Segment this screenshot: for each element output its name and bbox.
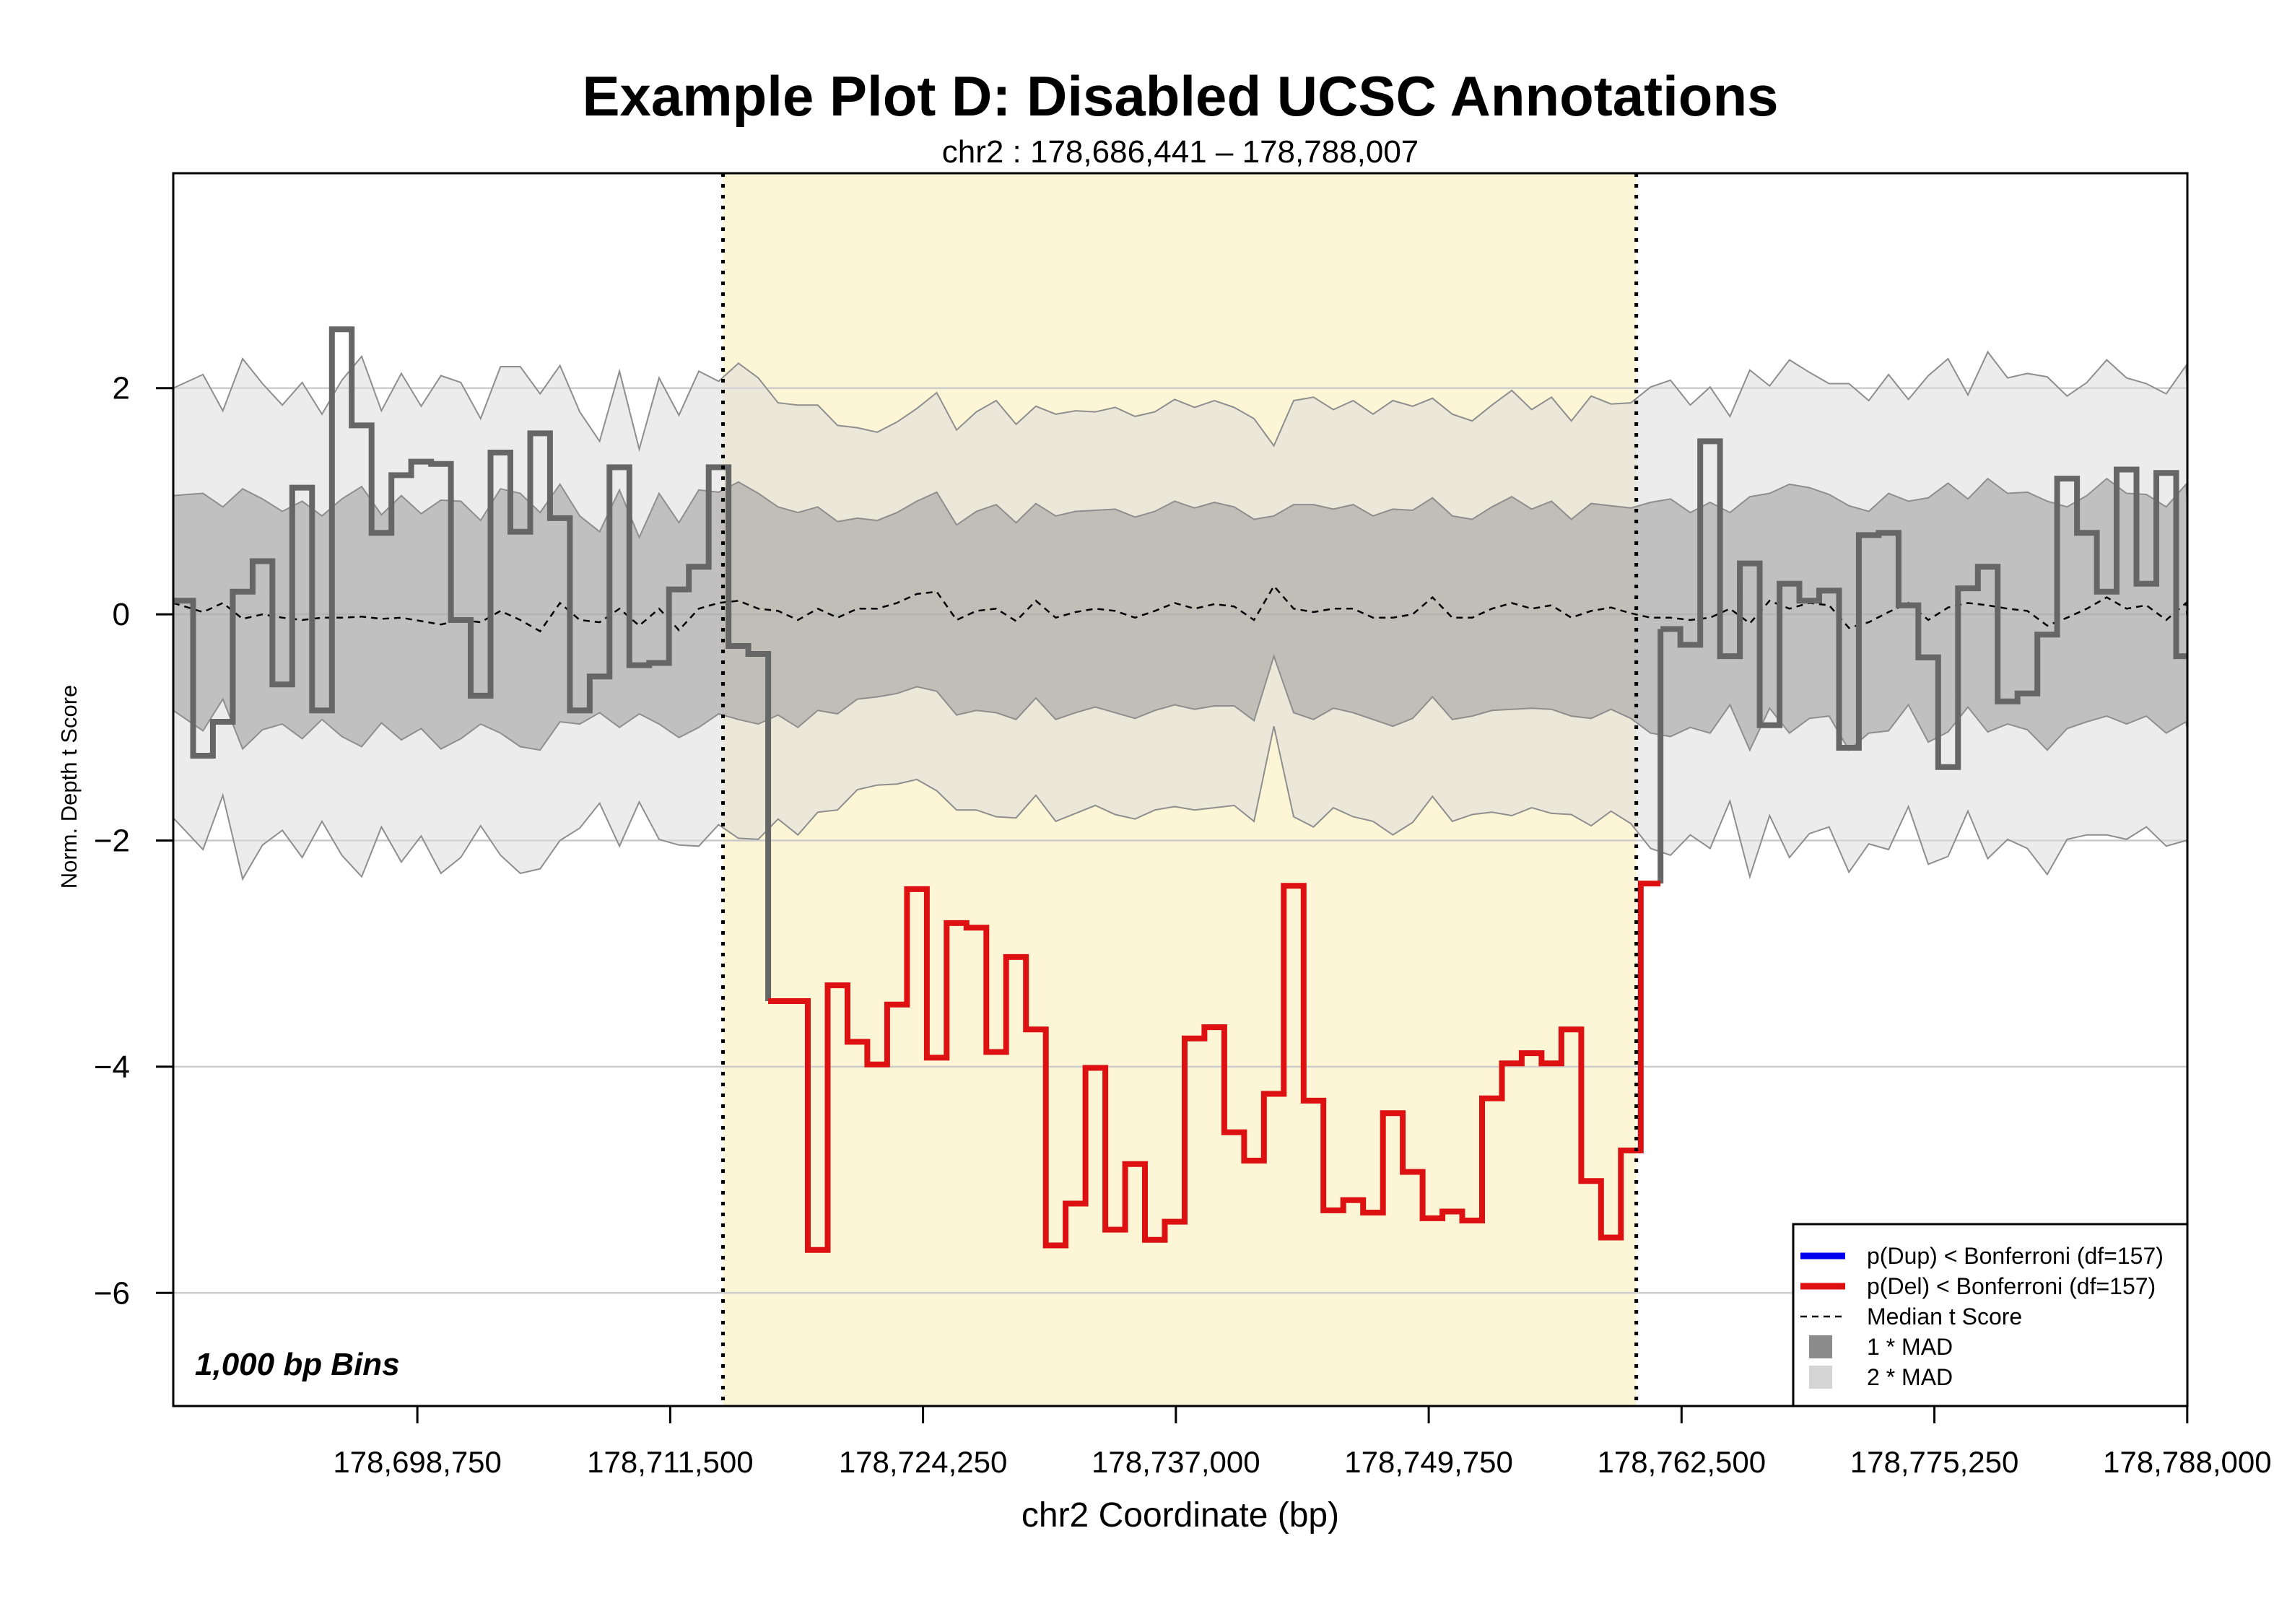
x-tick-label: 178,788,000 bbox=[2103, 1445, 2272, 1479]
legend: p(Dup) < Bonferroni (df=157) p(Del) < Bon… bbox=[1792, 1223, 2189, 1407]
plot-frame bbox=[172, 172, 2189, 1407]
median-line bbox=[173, 584, 2187, 633]
x-tick-label: 178,749,750 bbox=[1344, 1445, 1513, 1479]
x-tick-label: 178,762,500 bbox=[1598, 1445, 1767, 1479]
y-axis-label: Norm. Depth t Score bbox=[56, 685, 82, 889]
y-tick-label: 2 bbox=[113, 371, 130, 406]
mad-band-edge bbox=[173, 725, 2187, 881]
mad1-band bbox=[173, 479, 2187, 751]
y-tick-label: 0 bbox=[113, 597, 130, 632]
x-axis: 178,698,750 178,711,500 178,724,250 178,737… bbox=[333, 1406, 2272, 1479]
legend-swatch-box bbox=[1809, 1335, 1832, 1358]
legend-label: p(Dup) < Bonferroni (df=157) bbox=[1867, 1243, 2164, 1269]
x-axis-label: chr2 Coordinate (bp) bbox=[1021, 1496, 1339, 1534]
mad2-band bbox=[173, 352, 2187, 879]
normal-t-score-line-left bbox=[173, 326, 772, 1001]
legend-label: 1 * MAD bbox=[1867, 1334, 1953, 1360]
x-tick-label: 178,711,500 bbox=[587, 1445, 753, 1479]
legend-label: 2 * MAD bbox=[1867, 1364, 1953, 1390]
deletion-t-score-line bbox=[768, 881, 1661, 1253]
legend-swatch-box bbox=[1809, 1366, 1832, 1389]
x-tick-label: 178,737,000 bbox=[1092, 1445, 1260, 1479]
y-axis: 2 0 −2 −4 −6 bbox=[94, 371, 173, 1311]
mad-band-edge bbox=[173, 477, 2187, 540]
chart-subtitle: chr2 : 178,686,441 – 178,788,007 bbox=[942, 134, 1419, 170]
y-tick-label: −4 bbox=[94, 1049, 130, 1085]
mad-bands bbox=[173, 350, 2187, 881]
median-t-line bbox=[173, 584, 2187, 633]
plot-area bbox=[172, 172, 2189, 1407]
bin-size-annotation: 1,000 bp Bins bbox=[195, 1347, 400, 1382]
y-tick-label: −2 bbox=[94, 824, 130, 859]
legend-box bbox=[1792, 1223, 2189, 1407]
legend-label: p(Del) < Bonferroni (df=157) bbox=[1867, 1273, 2156, 1299]
legend-label: Median t Score bbox=[1867, 1304, 2022, 1330]
x-tick-label: 178,724,250 bbox=[839, 1445, 1008, 1479]
mad-band-edge bbox=[173, 653, 2187, 752]
x-tick-label: 178,775,250 bbox=[1850, 1445, 2019, 1479]
x-tick-label: 178,698,750 bbox=[333, 1445, 502, 1479]
mad-band-edge bbox=[173, 350, 2187, 453]
chart-title: Example Plot D: Disabled UCSC Annotation… bbox=[583, 64, 1779, 128]
t-score-series bbox=[173, 326, 2187, 1253]
normal-t-score-line-right bbox=[1660, 438, 2187, 770]
y-tick-label: −6 bbox=[94, 1275, 130, 1311]
